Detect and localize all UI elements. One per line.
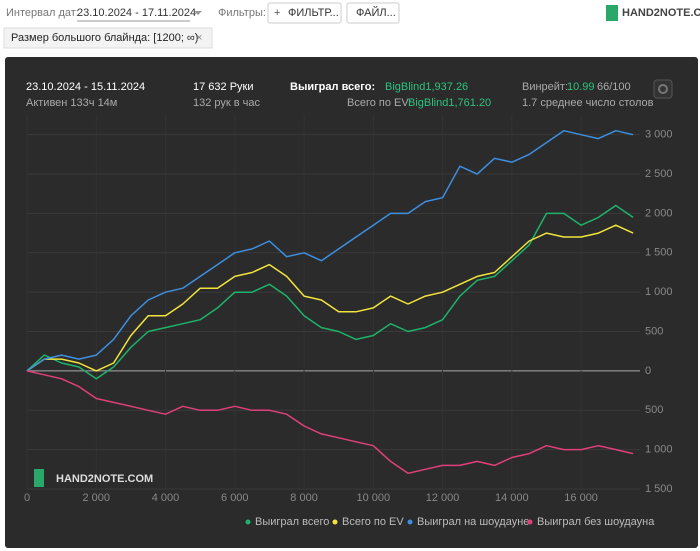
logo: HAND2NOTE.COM bbox=[622, 7, 700, 19]
tag-label: Размер большого блайнда: [1200; ∞) bbox=[11, 32, 198, 44]
watermark: HAND2NOTE.COM bbox=[56, 473, 153, 485]
date-label: Интервал дат: bbox=[6, 7, 79, 19]
series-line bbox=[26, 129, 634, 372]
winrate-label: Винрейт: bbox=[522, 81, 568, 93]
x-tick-label: 14 000 bbox=[495, 492, 529, 504]
tag[interactable] bbox=[3, 27, 213, 49]
y-tick-label: 2 000 bbox=[645, 207, 673, 219]
y-tick-label: 1 500 bbox=[645, 247, 673, 259]
period: 23.10.2024 - 15.11.2024 bbox=[26, 81, 145, 93]
x-tick-label: 2 000 bbox=[82, 492, 110, 504]
legend-label: Всего по EV bbox=[342, 516, 404, 528]
filter-button-label[interactable]: ФИЛЬТР... bbox=[288, 7, 339, 19]
legend-label: Выиграл без шоудауна bbox=[537, 516, 655, 528]
y-tick-label: 1 500 bbox=[645, 483, 673, 495]
x-tick-label: 4 000 bbox=[152, 492, 180, 504]
ev-label: Всего по EV: bbox=[347, 97, 411, 109]
x-tick-label: 10 000 bbox=[356, 492, 390, 504]
y-tick-label: 500 bbox=[645, 325, 663, 337]
settings-button[interactable] bbox=[653, 79, 673, 99]
y-tick-label: 0 bbox=[645, 365, 651, 377]
x-tick-label: 8 000 bbox=[290, 492, 318, 504]
watermark-icon bbox=[34, 469, 44, 487]
winrate-value: 10.99 bbox=[567, 81, 595, 93]
legend-dot bbox=[407, 519, 413, 525]
legend-dot bbox=[527, 519, 533, 525]
y-tick-label: 500 bbox=[645, 404, 663, 416]
ev-value: BigBlind1,761.20 bbox=[408, 97, 491, 109]
legend-dot bbox=[245, 519, 251, 525]
legend-label: Выиграл на шоудауне bbox=[417, 516, 529, 528]
file-button[interactable] bbox=[346, 2, 400, 24]
y-tick-label: 2 500 bbox=[645, 168, 673, 180]
gear bbox=[658, 84, 668, 94]
x-tick-label: 0 bbox=[24, 492, 30, 504]
filter-button[interactable] bbox=[267, 2, 342, 24]
x-tick-label: 16 000 bbox=[564, 492, 598, 504]
series-line bbox=[26, 224, 634, 372]
y-tick-label: 3 000 bbox=[645, 129, 673, 141]
hands-per-hour: 132 рук в час bbox=[193, 97, 261, 109]
winrate-unit: 66/100 bbox=[597, 81, 631, 93]
panel bbox=[5, 57, 698, 548]
filters-label: Фильтры: bbox=[218, 7, 266, 19]
legend-dot bbox=[332, 519, 338, 525]
dropdown-arrow[interactable] bbox=[194, 11, 202, 15]
series-line bbox=[26, 370, 634, 475]
file-button-label[interactable]: ФАЙЛ... bbox=[356, 6, 396, 19]
hands: 17 632 Руки bbox=[193, 81, 254, 93]
x-tick-label: 12 000 bbox=[426, 492, 460, 504]
y-tick-label: 1 000 bbox=[645, 286, 673, 298]
plus: + bbox=[274, 7, 280, 19]
won-label: Выиграл всего: bbox=[290, 81, 375, 93]
logo-icon bbox=[606, 5, 618, 21]
won-value: BigBlind1,937.26 bbox=[385, 81, 468, 93]
tag-close[interactable]: × bbox=[196, 32, 202, 44]
legend-label: Выиграл всего bbox=[255, 516, 329, 528]
y-tick-label: 1 000 bbox=[645, 444, 673, 456]
active: Активен 133ч 14м bbox=[26, 97, 117, 109]
tables: 1.7 среднее число столов bbox=[522, 97, 654, 109]
x-tick-label: 6 000 bbox=[221, 492, 249, 504]
date-range[interactable]: 23.10.2024 - 17.11.2024 bbox=[77, 7, 196, 19]
